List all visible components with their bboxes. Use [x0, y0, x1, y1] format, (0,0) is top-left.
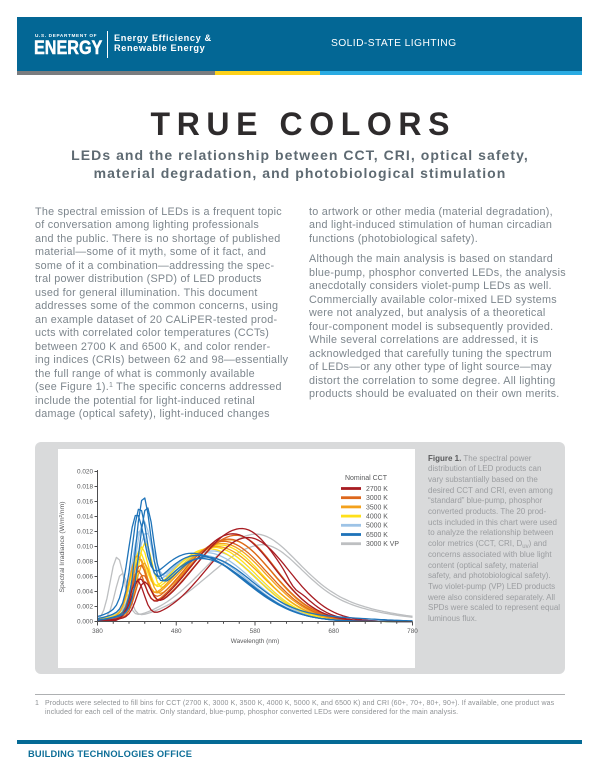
svg-text:0.012: 0.012	[77, 529, 93, 536]
svg-text:780: 780	[407, 628, 418, 635]
svg-text:6500 K: 6500 K	[366, 532, 388, 539]
svg-text:580: 580	[250, 628, 261, 635]
svg-text:3000 K VP: 3000 K VP	[366, 541, 399, 548]
svg-text:Nominal CCT: Nominal CCT	[345, 475, 388, 482]
svg-text:0.010: 0.010	[77, 544, 93, 551]
svg-text:380: 380	[92, 628, 103, 635]
svg-text:0.008: 0.008	[77, 559, 93, 566]
svg-text:0.016: 0.016	[77, 499, 93, 506]
svg-text:480: 480	[171, 628, 182, 635]
svg-text:Wavelength (nm): Wavelength (nm)	[231, 638, 279, 645]
svg-text:3500 K: 3500 K	[366, 504, 388, 511]
svg-text:0.006: 0.006	[77, 574, 93, 581]
svg-text:Spectral Irradiance (W/m²/nm): Spectral Irradiance (W/m²/nm)	[59, 501, 66, 592]
svg-text:0.020: 0.020	[77, 469, 93, 476]
svg-text:2700 K: 2700 K	[366, 486, 388, 493]
svg-text:0.014: 0.014	[77, 514, 93, 521]
svg-text:5000 K: 5000 K	[366, 523, 388, 530]
svg-text:0.002: 0.002	[77, 604, 93, 611]
svg-text:0.018: 0.018	[77, 484, 93, 491]
svg-text:4000 K: 4000 K	[366, 514, 388, 521]
svg-text:3000 K: 3000 K	[366, 495, 388, 502]
svg-text:0.004: 0.004	[77, 589, 93, 596]
svg-text:0.000: 0.000	[77, 619, 93, 626]
svg-text:680: 680	[328, 628, 339, 635]
